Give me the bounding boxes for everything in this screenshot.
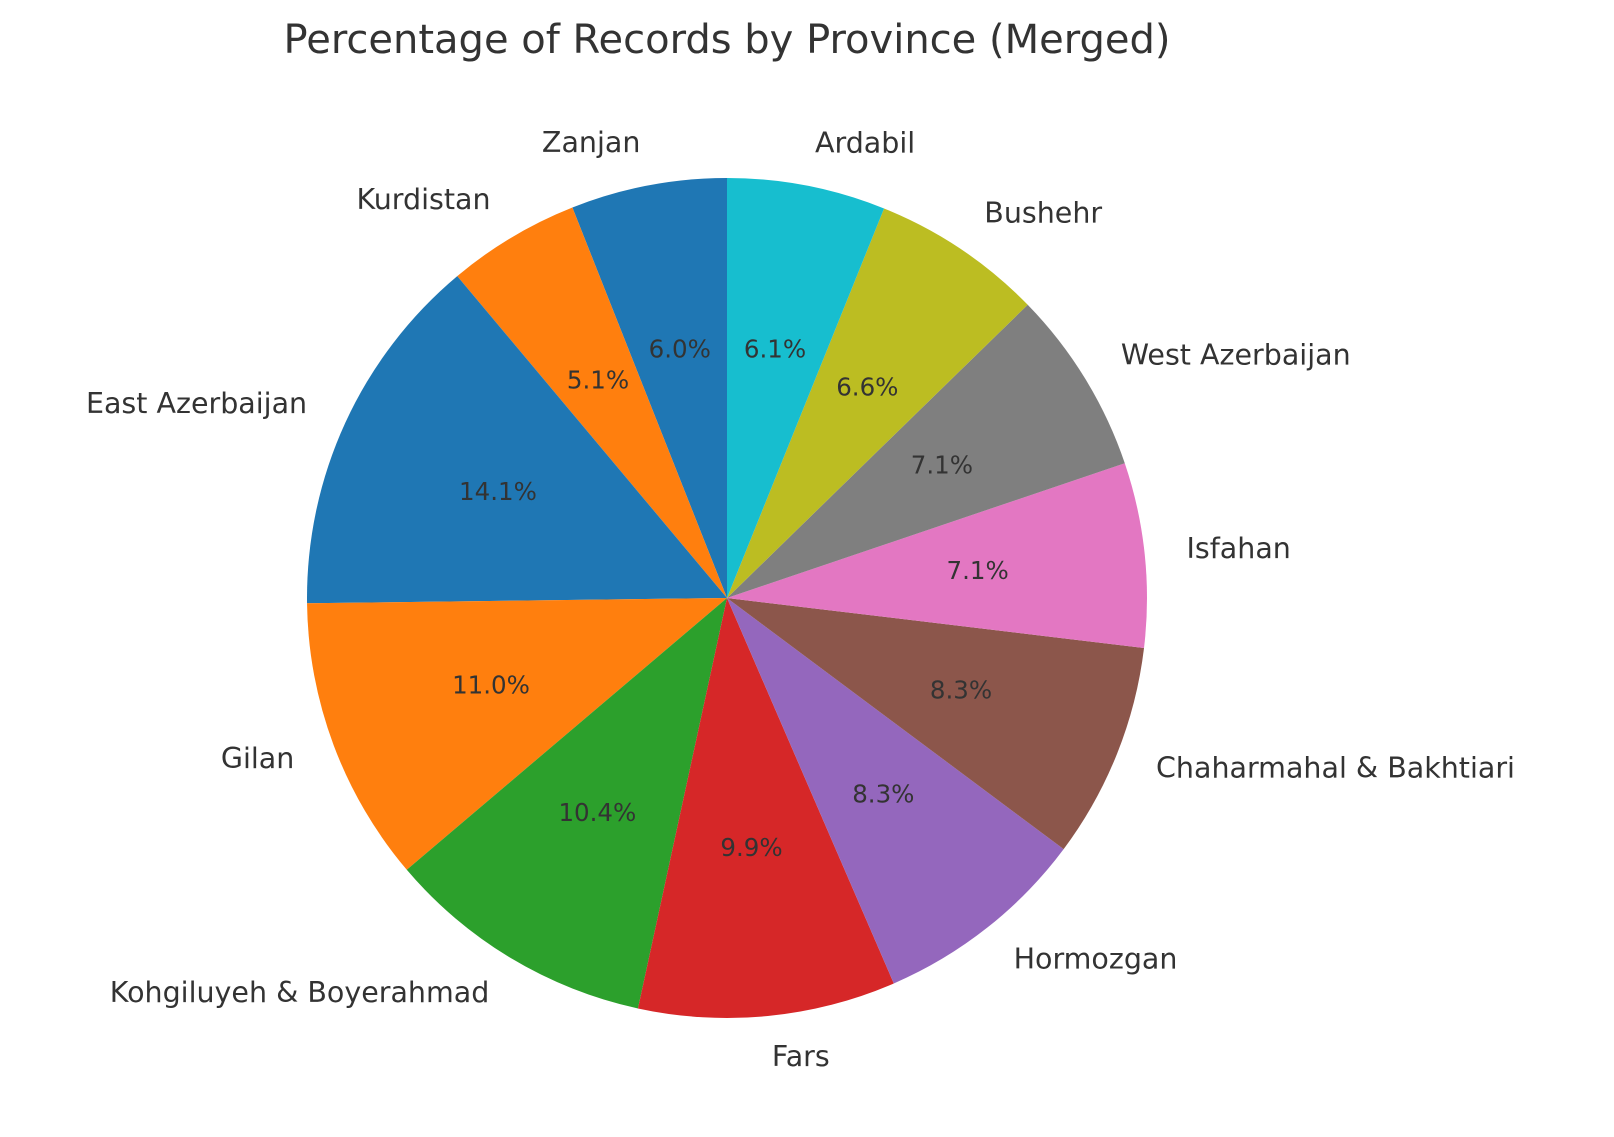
slice-label-isfahan: Isfahan	[1187, 532, 1291, 565]
pct-label-kurdistan: 5.1%	[567, 365, 629, 394]
slice-label-gilan: Gilan	[221, 742, 294, 775]
slice-label-hormozgan: Hormozgan	[1014, 942, 1178, 975]
pct-label-east-azerbaijan: 14.1%	[459, 477, 537, 506]
pct-label-bushehr: 6.6%	[836, 373, 898, 402]
pie-slice-bushehr	[727, 208, 1028, 599]
pie-labels: Zanjan 6.0% Kurdistan 5.1% East Azerbaijan 14…	[86, 126, 1515, 1073]
pie-slice-east-azerbaijan	[307, 276, 727, 604]
slice-label-east-azerbaijan: East Azerbaijan	[86, 387, 307, 420]
pie-slice-ardabil	[727, 178, 885, 598]
pie-slice-kohgiluyeh-and-boyerahmad	[406, 598, 727, 1009]
pct-label-isfahan: 7.1%	[947, 556, 1009, 585]
slice-label-kurdistan: Kurdistan	[356, 183, 490, 216]
pie-slice-fars	[637, 598, 894, 1019]
pct-label-hormozgan: 8.3%	[852, 780, 914, 809]
pie-slice-zanjan	[572, 178, 727, 598]
pct-label-ardabil: 6.1%	[744, 335, 806, 364]
chart-title: Percentage of Records by Province (Merge…	[284, 17, 1171, 63]
pie-slice-kurdistan	[457, 207, 727, 598]
pct-label-chaharmahal-and-bakhtiari: 8.3%	[930, 676, 992, 705]
slice-label-fars: Fars	[772, 1040, 830, 1073]
pct-label-west-azerbaijan: 7.1%	[911, 450, 973, 479]
pct-label-fars: 9.9%	[720, 833, 782, 862]
slice-label-chaharmahal-and-bakhtiari: Chaharmahal & Bakhtiari	[1156, 751, 1515, 784]
slice-label-bushehr: Bushehr	[984, 196, 1102, 229]
pie-slice-chaharmahal-and-bakhtiari	[727, 598, 1145, 850]
pie-slice-gilan	[307, 598, 727, 870]
pie-slice-isfahan	[727, 463, 1147, 649]
slice-label-zanjan: Zanjan	[542, 126, 641, 159]
pie-slice-hormozgan	[727, 598, 1064, 984]
slice-label-ardabil: Ardabil	[815, 126, 915, 159]
pie-slice-west-azerbaijan	[727, 304, 1125, 598]
pie-slices	[307, 178, 1147, 1019]
pct-label-gilan: 11.0%	[452, 670, 530, 699]
pct-label-zanjan: 6.0%	[649, 334, 711, 363]
slice-label-kohgiluyeh-and-boyerahmad: Kohgiluyeh & Boyerahmad	[110, 976, 490, 1009]
slice-label-west-azerbaijan: West Azerbaijan	[1121, 339, 1351, 372]
pct-label-kohgiluyeh-and-boyerahmad: 10.4%	[558, 798, 636, 827]
